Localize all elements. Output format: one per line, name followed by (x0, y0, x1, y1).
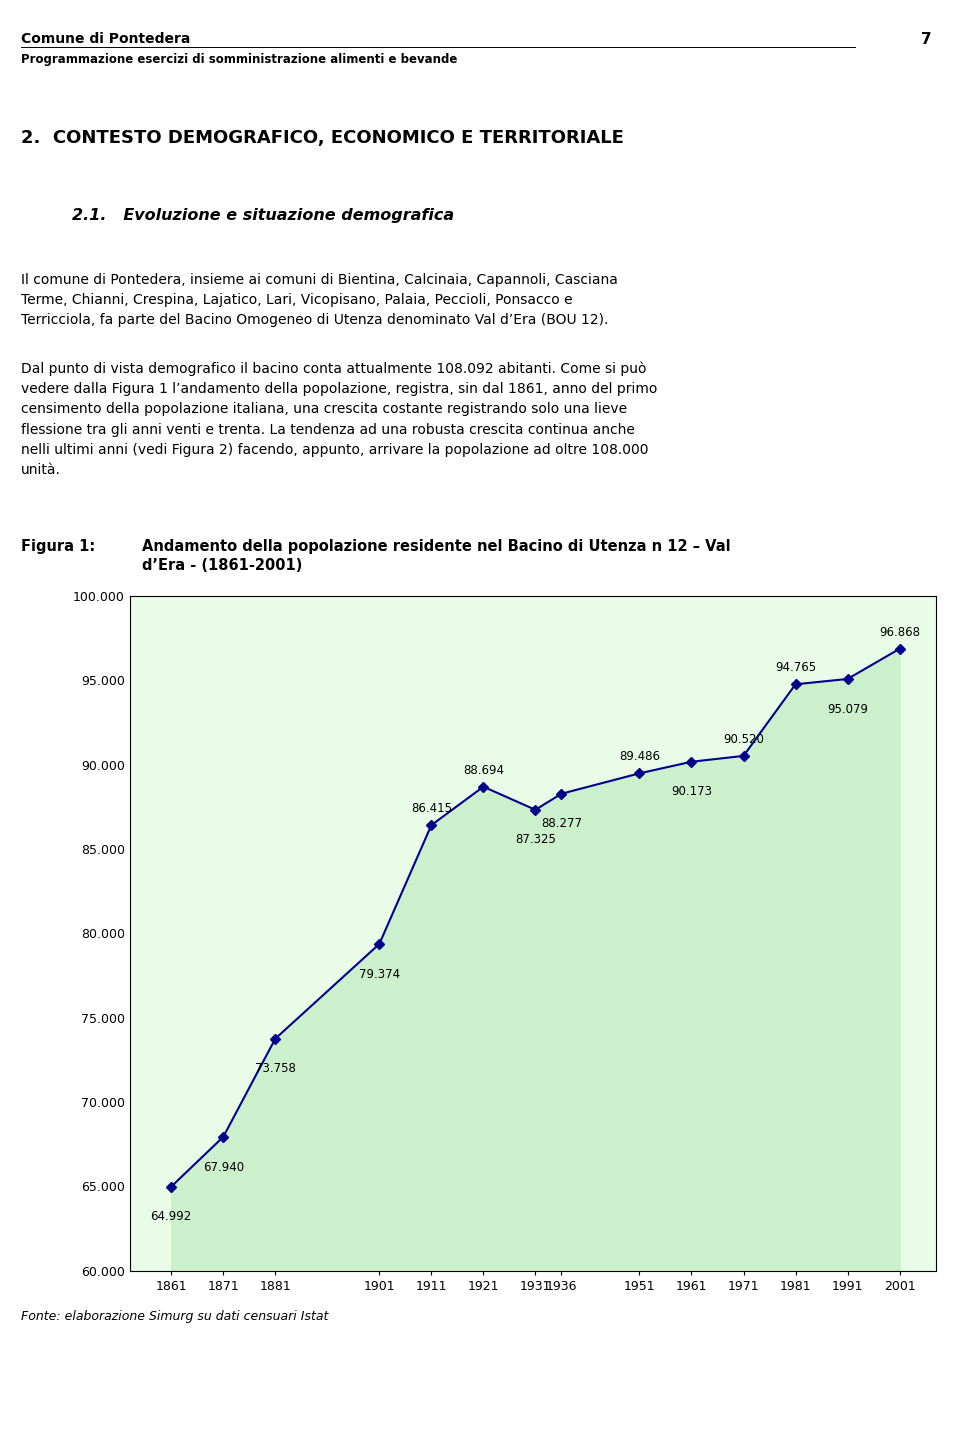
Text: 89.486: 89.486 (619, 750, 660, 763)
Text: 7: 7 (921, 32, 931, 46)
Text: Figura 1:: Figura 1: (21, 538, 95, 553)
Text: 90.520: 90.520 (723, 732, 764, 745)
Text: 88.277: 88.277 (540, 817, 582, 830)
Text: 2.1.   Evoluzione e situazione demografica: 2.1. Evoluzione e situazione demografica (72, 208, 454, 223)
Text: Fonte: elaborazione Simurg su dati censuari Istat: Fonte: elaborazione Simurg su dati censu… (21, 1310, 328, 1323)
Text: 94.765: 94.765 (775, 661, 816, 673)
Text: Dal punto di vista demografico il bacino conta attualmente 108.092 abitanti. Com: Dal punto di vista demografico il bacino… (21, 362, 658, 477)
Text: 79.374: 79.374 (359, 968, 400, 981)
Text: Comune di Pontedera: Comune di Pontedera (21, 32, 190, 46)
Text: Il comune di Pontedera, insieme ai comuni di Bientina, Calcinaia, Capannoli, Cas: Il comune di Pontedera, insieme ai comun… (21, 273, 618, 327)
Text: 73.758: 73.758 (254, 1063, 296, 1076)
Text: 90.173: 90.173 (671, 785, 712, 798)
Text: Andamento della popolazione residente nel Bacino di Utenza n 12 – Val
d’Era - (1: Andamento della popolazione residente ne… (142, 538, 731, 573)
Text: 64.992: 64.992 (151, 1211, 192, 1223)
Text: Programmazione esercizi di somministrazione alimenti e bevande: Programmazione esercizi di somministrazi… (21, 53, 458, 66)
Text: 96.868: 96.868 (879, 626, 920, 639)
Text: 67.940: 67.940 (203, 1160, 244, 1173)
Text: 87.325: 87.325 (515, 833, 556, 846)
Text: 2.  CONTESTO DEMOGRAFICO, ECONOMICO E TERRITORIALE: 2. CONTESTO DEMOGRAFICO, ECONOMICO E TER… (21, 129, 624, 148)
Text: 86.415: 86.415 (411, 803, 452, 816)
Text: 88.694: 88.694 (463, 764, 504, 777)
Text: 95.079: 95.079 (828, 702, 868, 715)
